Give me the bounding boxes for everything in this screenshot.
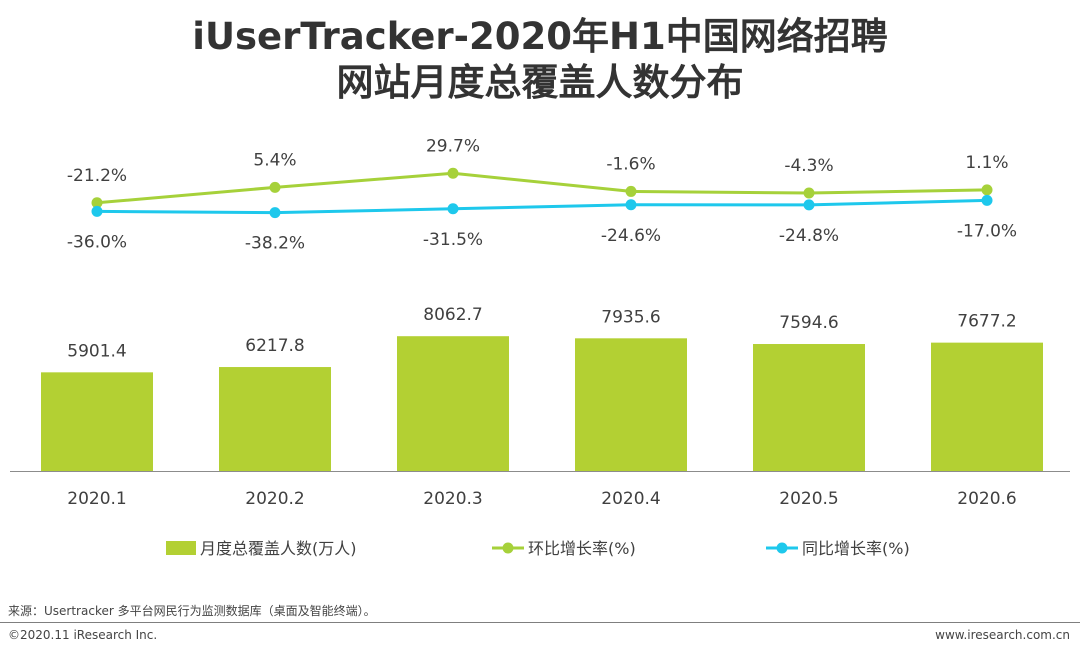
yoy-growth-label: -31.5% [423, 230, 483, 250]
source-note: 来源：Usertracker 多平台网民行为监测数据库（桌面及智能终端）。 [8, 604, 376, 618]
bar-2020.1 [41, 372, 153, 471]
mom-growth-label: -21.2% [67, 166, 127, 186]
mom-growth-label: -1.6% [606, 154, 655, 174]
yoy-growth-label: -38.2% [245, 234, 305, 254]
bar-2020.5 [753, 344, 865, 471]
yoy-growth-line [96, 198, 988, 215]
x-tick-label: 2020.2 [245, 489, 304, 509]
combo-chart: 5901.4 6217.8 8062.7 7935.6 7594.6 7677.2 2020… [10, 136, 1070, 558]
mom-growth-point-2020.4 [625, 185, 637, 197]
legend-yoy-marker [776, 542, 788, 554]
yoy-growth-point-2020.1 [91, 205, 103, 217]
chart-title-line-1: iUserTracker-2020年H1中国网络招聘 [192, 15, 888, 58]
chart-title-line-2: 网站月度总覆盖人数分布 [336, 61, 744, 104]
bar-value-label: 7935.6 [601, 307, 660, 327]
legend-bar-swatch [166, 541, 196, 555]
bar-2020.4 [575, 338, 687, 471]
yoy-growth-label: -24.6% [601, 226, 661, 246]
bar-2020.3 [397, 336, 509, 471]
x-tick-label: 2020.5 [779, 489, 838, 509]
x-tick-label: 2020.6 [957, 489, 1016, 509]
chart-title: iUserTracker-2020年H1中国网络招聘 网站月度总覆盖人数分布 [0, 14, 1080, 106]
bar-value-label: 5901.4 [67, 341, 126, 361]
website-text: www.iresearch.com.cn [935, 628, 1070, 642]
mom-growth-point-2020.6 [981, 184, 993, 196]
yoy-growth-label: -36.0% [67, 232, 127, 252]
yoy-growth-label: -17.0% [957, 221, 1017, 241]
bar-2020.2 [219, 367, 331, 471]
copyright-text: ©2020.11 iResearch Inc. [8, 628, 158, 642]
mom-growth-line [96, 171, 988, 205]
yoy-growth-point-2020.6 [981, 194, 993, 206]
legend-bar-label: 月度总覆盖人数(万人) [200, 539, 357, 558]
bar-value-label: 8062.7 [423, 305, 482, 325]
yoy-growth-point-2020.5 [803, 199, 815, 211]
x-tick-label: 2020.1 [67, 489, 126, 509]
legend-yoy-label: 同比增长率(%) [802, 539, 910, 558]
legend-mom-marker [502, 542, 514, 554]
bar-value-label: 7677.2 [957, 312, 1016, 332]
x-tick-label: 2020.4 [601, 489, 660, 509]
yoy-growth-point-2020.4 [625, 199, 637, 211]
bar-value-label: 6217.8 [245, 336, 304, 356]
mom-growth-point-2020.3 [447, 167, 459, 179]
footer-divider [0, 622, 1080, 623]
bar-value-label: 7594.6 [779, 313, 838, 333]
mom-growth-point-2020.1 [91, 197, 103, 209]
mom-growth-point-2020.2 [269, 181, 281, 193]
yoy-growth-point-2020.2 [269, 207, 281, 219]
mom-growth-label: 5.4% [253, 150, 296, 170]
mom-growth-point-2020.5 [803, 187, 815, 199]
x-tick-label: 2020.3 [423, 489, 482, 509]
mom-growth-label: -4.3% [784, 156, 833, 176]
yoy-growth-point-2020.3 [447, 203, 459, 215]
yoy-growth-label: -24.8% [779, 226, 839, 246]
mom-growth-label: 29.7% [426, 136, 480, 156]
bar-2020.6 [931, 342, 1043, 471]
legend-mom-label: 环比增长率(%) [528, 539, 636, 558]
mom-growth-label: 1.1% [965, 153, 1008, 173]
